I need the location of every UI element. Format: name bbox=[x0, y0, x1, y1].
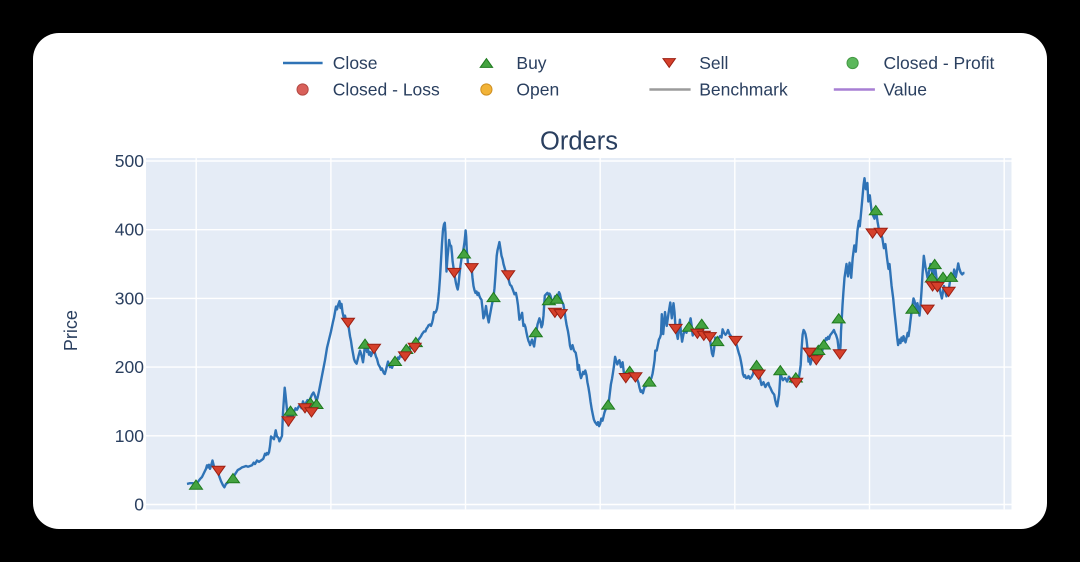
svg-text:300: 300 bbox=[115, 288, 144, 308]
svg-text:0: 0 bbox=[134, 495, 144, 515]
svg-text:Closed - Loss: Closed - Loss bbox=[333, 80, 440, 100]
svg-text:Closed - Profit: Closed - Profit bbox=[884, 53, 995, 73]
svg-text:Close: Close bbox=[333, 53, 378, 73]
svg-text:Price: Price bbox=[61, 310, 81, 351]
svg-text:Sell: Sell bbox=[699, 53, 728, 73]
svg-text:Open: Open bbox=[516, 80, 559, 100]
svg-text:Value: Value bbox=[884, 80, 927, 100]
svg-text:Benchmark: Benchmark bbox=[699, 80, 788, 100]
svg-text:Orders: Orders bbox=[540, 128, 618, 156]
svg-text:Buy: Buy bbox=[516, 53, 546, 73]
svg-text:100: 100 bbox=[115, 426, 144, 446]
svg-text:200: 200 bbox=[115, 357, 144, 377]
svg-text:500: 500 bbox=[115, 151, 144, 171]
svg-text:400: 400 bbox=[115, 220, 144, 240]
